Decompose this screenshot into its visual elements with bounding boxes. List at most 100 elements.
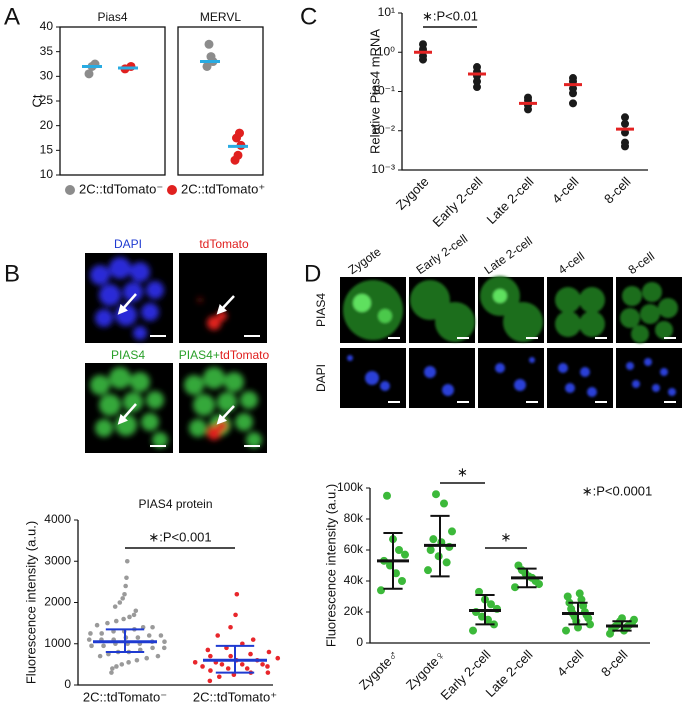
significance-label: ∗:P<0.01 — [422, 8, 478, 23]
data-point — [146, 633, 152, 638]
y-tick-label: 1000 — [44, 636, 71, 650]
data-point — [113, 618, 119, 624]
data-point — [150, 624, 155, 630]
x-tick-label: 2C::tdTomato⁻ — [83, 689, 167, 704]
annotation: ∗:P<0.0001 — [582, 483, 653, 498]
y-tick-label: 15 — [40, 143, 54, 157]
nuclei — [184, 367, 262, 448]
x-tick-label: 2C::tdTomato⁺ — [193, 689, 277, 704]
chart-title: PIAS4 protein — [138, 497, 212, 511]
image-tile — [478, 348, 544, 408]
data-point — [569, 74, 577, 83]
data-point — [401, 550, 409, 559]
data-point — [161, 645, 167, 651]
data-point — [275, 655, 281, 661]
y-tick-label: 100k — [337, 480, 364, 494]
data-point — [158, 633, 164, 638]
data-point — [426, 546, 435, 554]
data-point — [265, 664, 270, 669]
tile-label: PIAS4+tdTomato — [179, 348, 270, 362]
data-point — [126, 660, 131, 665]
data-point — [117, 600, 123, 605]
data-point — [89, 643, 94, 649]
data-point — [94, 622, 100, 628]
legend-label: 2C::tdTomato⁻ — [79, 181, 163, 196]
data-point — [239, 662, 245, 667]
data-point — [88, 631, 93, 636]
data-point — [419, 40, 427, 49]
data-point — [569, 99, 577, 108]
tile-label: DAPI — [114, 237, 142, 251]
y-tick-label: 60k — [344, 542, 364, 556]
data-point — [473, 77, 481, 86]
y-tick-label: 0 — [64, 677, 71, 691]
data-point — [575, 589, 584, 598]
y-tick-label: 40k — [344, 573, 364, 587]
panel-letter: C — [300, 3, 317, 30]
y-tick-label: 40 — [40, 19, 54, 33]
y-tick-label: 80k — [344, 511, 364, 525]
data-point — [475, 587, 483, 596]
data-point — [119, 662, 125, 667]
micrograph-panel-b: DAPI tdTomato PIAS4 PIAS4+tdTomato — [85, 237, 270, 453]
data-point — [155, 653, 161, 659]
data-point — [123, 583, 128, 589]
y-axis-label: Relative Pias4 mRNA — [367, 29, 382, 154]
data-point — [524, 93, 532, 102]
data-point — [577, 595, 586, 604]
data-point — [122, 591, 127, 597]
data-point — [200, 664, 205, 669]
y-tick-label: 20 — [40, 118, 54, 132]
data-point — [440, 499, 448, 508]
x-tick-label: Zygote — [393, 174, 432, 213]
data-point — [127, 614, 132, 620]
x-tick-label: Zygote♀ — [403, 647, 449, 693]
data-point — [99, 631, 104, 636]
y-axis-label: Fluorescence intensity (a.u.) — [323, 484, 338, 647]
data-point — [567, 604, 576, 613]
y-tick-label: 30 — [40, 69, 54, 83]
tile-label-part: PIAS4+ — [179, 348, 220, 362]
data-point — [105, 620, 110, 626]
x-tick-label: 4-cell — [549, 174, 582, 207]
data-point — [121, 616, 126, 622]
y-tick-label: 10⁰ — [377, 44, 395, 58]
micrograph-panel-d: PIAS4 DAPI Zygote Early 2-cell Late 2-ce… — [314, 232, 682, 408]
data-point — [112, 604, 118, 609]
data-point — [110, 666, 115, 671]
plot-frame — [59, 26, 166, 176]
data-point — [473, 63, 481, 72]
y-tick-label: 2000 — [44, 595, 71, 609]
data-point — [442, 558, 451, 567]
x-tick-label: Late 2-cell — [484, 174, 537, 227]
data-point — [621, 138, 629, 147]
data-point — [395, 546, 403, 554]
data-point — [586, 620, 594, 629]
arrow — [216, 405, 235, 425]
data-point — [202, 61, 212, 71]
data-point — [233, 150, 243, 160]
data-point — [86, 637, 92, 642]
significance-label: ∗ — [501, 529, 512, 544]
data-point — [448, 527, 456, 536]
legend-swatch — [167, 185, 177, 195]
data-point — [135, 635, 141, 640]
data-point — [204, 39, 214, 49]
column-label: Early 2-cell — [414, 232, 471, 278]
column-label: Late 2-cell — [482, 234, 535, 277]
y-tick-label: 10⁻¹ — [371, 84, 395, 98]
data-point — [219, 662, 225, 667]
data-point — [207, 678, 213, 684]
legend-label: 2C::tdTomato⁺ — [181, 181, 265, 196]
chart-title: MERVL — [200, 10, 241, 24]
axis-line — [401, 13, 648, 171]
image-tile — [547, 348, 613, 408]
y-tick-label: 10 — [40, 167, 54, 181]
image-tile — [616, 348, 682, 408]
data-point — [124, 575, 129, 581]
y-axis-label: Ct — [29, 94, 44, 107]
data-point — [192, 660, 198, 665]
data-point — [206, 52, 216, 62]
data-point — [265, 670, 271, 675]
panel-letter: D — [304, 260, 321, 287]
